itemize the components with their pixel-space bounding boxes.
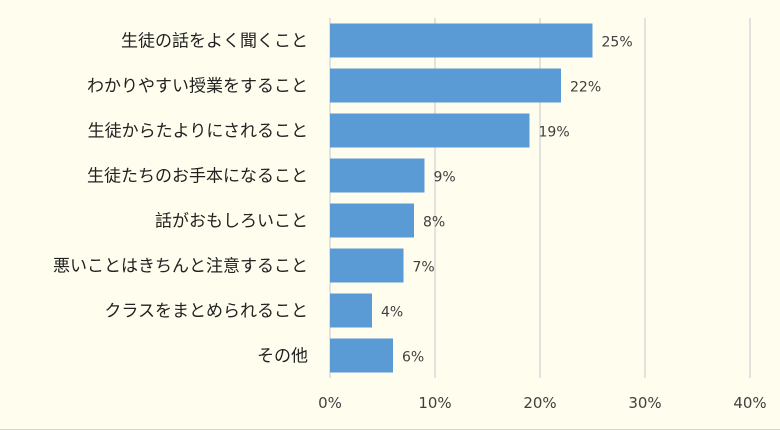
- bar: [330, 23, 593, 58]
- data-label: 6%: [402, 350, 424, 366]
- x-tick-label: 10%: [418, 394, 451, 412]
- data-label: 8%: [423, 215, 445, 231]
- bar: [330, 338, 393, 373]
- data-label: 19%: [539, 125, 570, 141]
- x-tick-label: 0%: [318, 394, 342, 412]
- data-label: 9%: [434, 170, 456, 186]
- bar: [330, 203, 414, 238]
- category-label: 生徒からたよりにされること: [88, 122, 308, 142]
- x-tick-label: 30%: [628, 394, 661, 412]
- x-tick-label: 20%: [523, 394, 556, 412]
- bar: [330, 248, 404, 283]
- category-label: 生徒の話をよく聞くこと: [121, 32, 308, 52]
- bar: [330, 158, 425, 193]
- category-label: わかりやすい授業をすること: [87, 77, 308, 97]
- bar: [330, 293, 372, 328]
- category-label: クラスをまとめられること: [104, 302, 308, 322]
- bar: [330, 113, 530, 148]
- x-tick-label: 40%: [733, 394, 766, 412]
- category-label: 悪いことはきちんと注意すること: [53, 257, 308, 277]
- data-label: 22%: [570, 80, 601, 96]
- bar: [330, 68, 561, 103]
- category-label: その他: [257, 347, 308, 367]
- category-label: 話がおもしろいこと: [155, 212, 308, 232]
- data-label: 4%: [381, 305, 403, 321]
- data-label: 25%: [602, 35, 633, 51]
- labels: 0% 10% 20% 30% 40% 生徒の話をよく聞くこと 25% わかりやすい授業をするこ…: [53, 32, 767, 413]
- bars: [330, 23, 593, 373]
- category-label: 生徒たちのお手本になること: [87, 167, 308, 187]
- data-label: 7%: [413, 260, 435, 276]
